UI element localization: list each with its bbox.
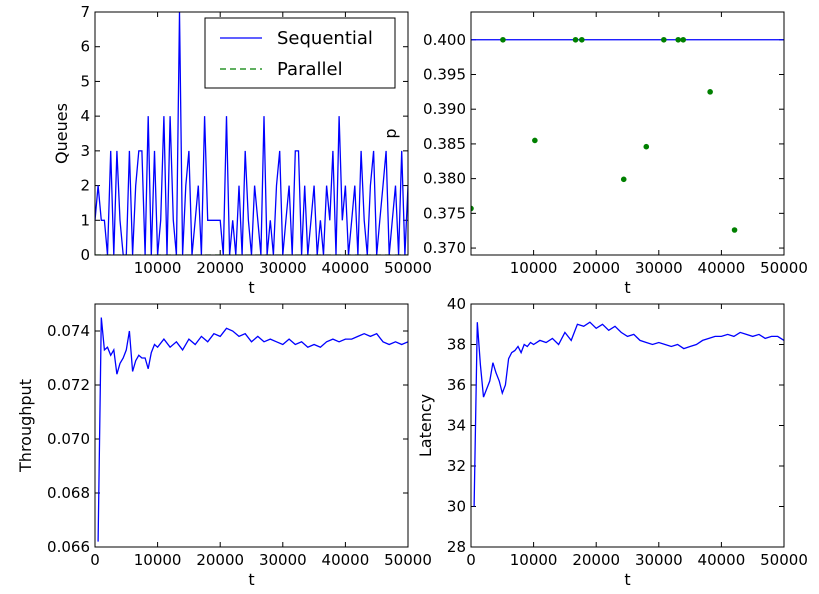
p-ytick-label: 0.375	[423, 204, 466, 222]
p-data-point	[731, 227, 738, 233]
queues-ytick-label: 3	[80, 142, 90, 160]
p-data-point	[620, 176, 627, 183]
throughput-axes-frame	[94, 303, 409, 548]
legend-box	[204, 17, 396, 89]
p-data-point	[471, 205, 474, 212]
queues-plot-area	[95, 12, 408, 255]
queues-xtick-label: 30000	[259, 259, 307, 277]
latency-ytick-label: 40	[447, 295, 466, 313]
throughput-ytick-label: 0.072	[47, 376, 90, 394]
p-data-point	[661, 36, 667, 43]
latency-xlabel: t	[624, 570, 630, 589]
queues-xtick-label: 50000	[384, 259, 432, 277]
throughput-xtick-label: 0	[90, 551, 100, 569]
p-data-point	[643, 143, 650, 150]
latency-axes-frame	[470, 303, 785, 548]
latency-ytick-label: 30	[447, 498, 466, 516]
latency-xtick-label: 40000	[698, 551, 746, 569]
latency-ytick-label: 38	[447, 336, 466, 354]
latency-xtick-label: 30000	[635, 551, 683, 569]
throughput-xtick-label: 50000	[384, 551, 432, 569]
throughput-chart: 0 10000 20000 30000 40000 50000 0.066 0.068 0.07…	[16, 303, 432, 589]
p-ytick-label: 0.395	[423, 65, 466, 83]
p-ytick-label: 0.380	[423, 170, 466, 188]
p-ytick-label: 0.370	[423, 239, 466, 257]
p-xlabel: t	[624, 278, 630, 297]
throughput-series-line-0	[97, 317, 408, 542]
legend-label-sequential: Sequential	[277, 28, 373, 49]
throughput-xtick-label: 30000	[259, 551, 307, 569]
queues-ytick-label: 1	[80, 211, 90, 229]
queues-series-line-sequential	[95, 12, 408, 255]
queues-chart: 10000 20000 30000 40000 50000 0 1 2 3 4 5 6 7 t Queues…	[52, 3, 432, 297]
p-axes-frame	[470, 11, 785, 256]
throughput-ytick-label: 0.070	[47, 430, 90, 448]
queues-xlabel: t	[248, 278, 254, 297]
queues-ytick-label: 5	[80, 72, 90, 90]
legend-label-parallel: Parallel	[277, 59, 343, 80]
queues-ytick-label: 7	[80, 3, 90, 21]
p-ytick-label: 0.385	[423, 135, 466, 153]
latency-xtick-label: 50000	[760, 551, 808, 569]
latency-plot-area	[473, 321, 784, 507]
queues-xtick-label: 20000	[196, 259, 244, 277]
p-ytick-label: 0.400	[423, 31, 466, 49]
latency-ytick-label: 36	[447, 376, 466, 394]
throughput-ylabel: Throughput	[16, 379, 35, 473]
p-xtick-label: 20000	[572, 259, 620, 277]
throughput-ytick-label: 0.068	[47, 484, 90, 502]
throughput-xlabel: t	[248, 570, 254, 589]
p-chart: 10000 20000 30000 40000 50000 0.370 0.375 0.380…	[381, 11, 808, 297]
queues-xtick-label: 40000	[322, 259, 370, 277]
throughput-xtick-label: 40000	[322, 551, 370, 569]
p-data-point	[532, 137, 538, 144]
p-plot-area	[471, 36, 784, 233]
latency-xtick-label: 20000	[572, 551, 620, 569]
queues-axes-frame	[94, 11, 409, 256]
queues-ytick-label: 0	[80, 246, 90, 264]
throughput-ytick-label: 0.066	[47, 538, 90, 556]
p-data-point	[707, 89, 713, 95]
p-xtick-label: 10000	[510, 259, 558, 277]
p-data-point	[579, 36, 585, 43]
latency-xtick-label: 0	[466, 551, 476, 569]
throughput-plot-area	[97, 317, 408, 542]
latency-xtick-label: 10000	[510, 551, 558, 569]
p-data-point	[675, 36, 682, 43]
latency-ylabel: Latency	[416, 394, 435, 457]
throughput-ytick-label: 0.074	[47, 322, 90, 340]
throughput-xtick-label: 20000	[196, 551, 244, 569]
p-data-point	[680, 36, 687, 43]
queues-xtick-label: 10000	[134, 259, 182, 277]
p-data-point	[500, 36, 506, 43]
queues-ylabel: Queues	[52, 103, 71, 164]
p-data-point	[572, 36, 579, 43]
latency-series-line-0	[473, 321, 784, 507]
latency-ytick-label: 32	[447, 457, 466, 475]
throughput-xtick-label: 10000	[134, 551, 182, 569]
p-ytick-label: 0.390	[423, 100, 466, 118]
queues-ytick-label: 6	[80, 38, 90, 56]
queues-legend: Sequential Parallel	[204, 17, 396, 89]
p-xtick-label: 50000	[760, 259, 808, 277]
p-xtick-label: 30000	[635, 259, 683, 277]
latency-ytick-label: 34	[447, 417, 466, 435]
queues-ytick-label: 4	[80, 107, 90, 125]
p-ylabel: p	[381, 128, 400, 138]
queues-ytick-label: 2	[80, 177, 90, 195]
latency-ytick-label: 28	[447, 538, 466, 556]
p-xtick-label: 40000	[698, 259, 746, 277]
latency-chart: 0 10000 20000 30000 40000 50000 28 30 32 34 36 38 40…	[416, 295, 808, 589]
